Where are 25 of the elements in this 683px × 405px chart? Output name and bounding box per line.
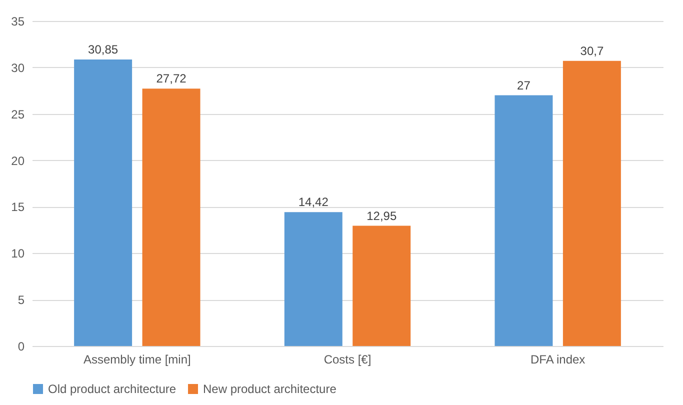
y-tick-label: 25 [11,107,25,122]
bar [352,226,411,346]
y-tick-label: 15 [11,200,25,214]
y-tick-label: 35 [11,14,25,28]
data-label: 12,95 [366,208,397,223]
x-tick-label: DFA index [530,352,586,366]
legend-label: Old product architecture [48,382,176,396]
y-tick-label: 5 [18,293,25,308]
x-tick-label: Assembly time [min] [83,352,191,366]
legend-label: New product architecture [203,382,337,396]
data-label: 30,7 [580,44,604,58]
data-label: 27,72 [156,72,187,86]
bar [562,60,621,346]
y-tick-label: 20 [11,154,25,168]
bar [494,95,553,346]
data-label: 30,85 [88,42,118,57]
x-tick-label: Costs [€] [324,352,372,366]
data-label: 14,42 [298,195,329,210]
bar [284,212,342,346]
bar [74,60,132,346]
y-tick-label: 0 [18,340,25,354]
y-tick-label: 30 [11,60,25,75]
y-tick-label: 10 [11,246,25,261]
data-label: 27 [517,78,531,92]
bar [142,88,200,346]
